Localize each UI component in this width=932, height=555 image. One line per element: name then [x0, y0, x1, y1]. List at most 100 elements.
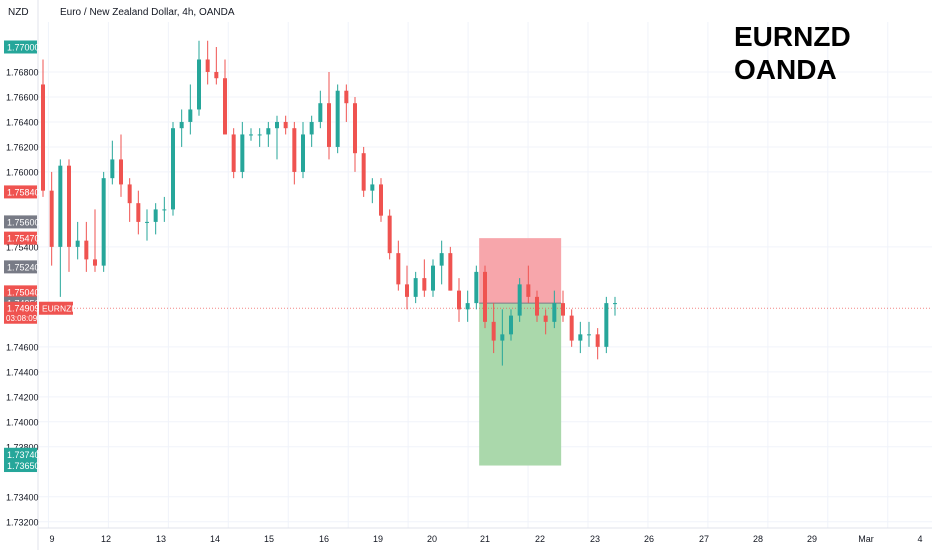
candle-down	[448, 247, 452, 291]
candle-body	[561, 303, 565, 315]
candle-up	[318, 91, 322, 128]
candle-down	[284, 116, 288, 135]
price-tag: 1.75600	[4, 215, 40, 228]
price-tick-label: 1.74200	[6, 392, 39, 402]
time-tick-label: 12	[101, 534, 111, 544]
candle-down	[136, 191, 140, 235]
candle-down	[214, 47, 218, 84]
candle-body	[483, 272, 487, 322]
candle-down	[232, 128, 236, 178]
candle-body	[535, 297, 539, 316]
candle-down	[206, 41, 210, 85]
symbol-title[interactable]: Euro / New Zealand Dollar, 4h, OANDA	[60, 7, 235, 18]
price-tag: 1.73740	[4, 448, 40, 461]
candle-up	[180, 109, 184, 146]
position-tool[interactable]	[479, 238, 561, 465]
candle-down	[50, 172, 54, 266]
candle-body	[388, 216, 392, 253]
candle-body	[318, 103, 322, 122]
watermark-broker: OANDA	[734, 54, 837, 85]
candle-down	[570, 309, 574, 346]
candle-up	[188, 84, 192, 134]
candle-down	[561, 291, 565, 322]
price-tag-label: 1.75470	[7, 234, 40, 244]
price-tick-label: 1.73400	[6, 492, 39, 502]
candle-up	[249, 128, 253, 140]
candle-body	[232, 134, 236, 171]
candle-body	[180, 122, 184, 128]
countdown-label: 03:08:09	[6, 314, 38, 323]
candle-down	[223, 59, 227, 134]
take-profit-zone[interactable]	[479, 303, 561, 465]
candle-down	[327, 72, 331, 159]
candle-body	[544, 316, 548, 322]
candle-up	[266, 122, 270, 147]
candle-up	[145, 209, 149, 240]
price-tag-label: 1.75840	[7, 187, 40, 197]
candle-body	[396, 253, 400, 284]
price-tag: 1.73650	[4, 459, 40, 472]
price-tick-label: 1.76800	[6, 67, 39, 77]
symbol-tag-label: EURNZD	[42, 304, 77, 314]
candle-body	[362, 153, 366, 190]
candle-body	[76, 241, 80, 247]
price-tick-label: 1.73200	[6, 517, 39, 527]
candle-body	[284, 122, 288, 128]
candle-body	[336, 91, 340, 147]
candle-up	[310, 116, 314, 147]
candle-up	[431, 259, 435, 296]
time-tick-label: 16	[319, 534, 329, 544]
price-tags: 1.77000 1.75840 1.75600 1.75470 1.75240 1.750…	[4, 40, 77, 472]
candle-body	[41, 84, 45, 190]
time-tick-label: 14	[210, 534, 220, 544]
time-tick-label: 22	[535, 534, 545, 544]
candle-body	[570, 316, 574, 341]
time-tick-label: 21	[480, 534, 490, 544]
candle-body	[310, 122, 314, 134]
price-tick-label: 1.74400	[6, 367, 39, 377]
candle-body	[587, 334, 591, 335]
candle-body	[327, 103, 331, 147]
candle-body	[457, 291, 461, 310]
candle-body	[67, 166, 71, 247]
candle-body	[50, 191, 54, 247]
candle-body	[145, 222, 149, 223]
candle-body	[292, 128, 296, 172]
candle-up	[336, 84, 340, 153]
candle-body	[188, 109, 192, 121]
candle-down	[457, 278, 461, 322]
candle-body	[492, 322, 496, 341]
price-tick-label: 1.76000	[6, 167, 39, 177]
candle-up	[258, 128, 262, 147]
candle-down	[292, 122, 296, 184]
price-tick-label: 1.76400	[6, 117, 39, 127]
candle-body	[379, 184, 383, 215]
candle-body	[552, 303, 556, 322]
candle-body	[162, 209, 166, 210]
price-tag: 1.75040	[4, 285, 40, 298]
candle-body	[197, 59, 201, 109]
candle-down	[84, 222, 88, 272]
candle-down	[67, 159, 71, 271]
candle-up	[370, 178, 374, 203]
time-tick-label: 15	[264, 534, 274, 544]
candle-body	[414, 278, 418, 297]
candle-down	[483, 266, 487, 328]
candle-up	[240, 122, 244, 178]
candle-down	[596, 328, 600, 359]
candle-body	[613, 303, 617, 304]
time-tick-label: 23	[590, 534, 600, 544]
candle-body	[405, 284, 409, 296]
current-price-value: 1.74909	[7, 304, 40, 314]
price-tag: 1.77000	[4, 40, 40, 53]
price-tag-label: 1.77000	[7, 42, 40, 52]
candle-up	[102, 172, 106, 272]
candle-body	[431, 266, 435, 291]
candle-body	[526, 284, 530, 296]
price-tick-label: 1.74000	[6, 417, 39, 427]
candle-body	[344, 91, 348, 103]
candle-down	[362, 147, 366, 197]
watermark-symbol: EURNZD	[734, 21, 851, 52]
